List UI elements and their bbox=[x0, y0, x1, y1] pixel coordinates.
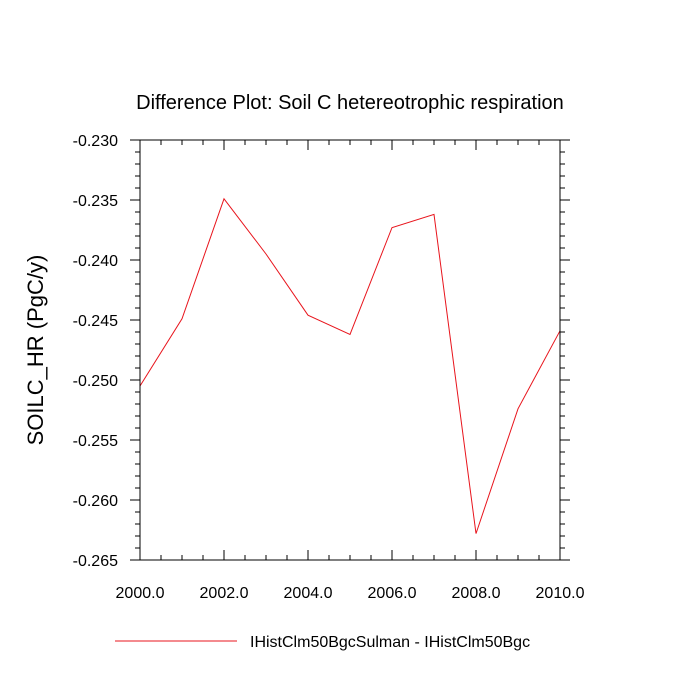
x-tick-label: 2010.0 bbox=[536, 585, 585, 602]
y-tick-labels: -0.230 -0.235 -0.240 -0.245 -0.250 -0.255 -0.2… bbox=[73, 133, 118, 570]
series-group bbox=[139, 197, 561, 534]
y-tick-label: -0.245 bbox=[73, 313, 118, 330]
series-line bbox=[139, 197, 561, 534]
y-tick-label: -0.250 bbox=[73, 373, 118, 390]
minor-ticks bbox=[135, 139, 565, 561]
major-ticks bbox=[130, 139, 570, 561]
plot-frame bbox=[139, 139, 561, 561]
legend-label: IHistClm50BgcSulman - IHistClm50Bgc bbox=[250, 634, 530, 651]
y-tick-label: -0.230 bbox=[73, 133, 118, 150]
x-tick-label: 2000.0 bbox=[116, 585, 165, 602]
y-tick-label: -0.265 bbox=[73, 553, 118, 570]
y-tick-label: -0.255 bbox=[73, 433, 118, 450]
chart-title: Difference Plot: Soil C hetereotrophic r… bbox=[136, 92, 564, 114]
x-tick-label: 2004.0 bbox=[284, 585, 333, 602]
y-axis-label: SOILC_HR (PgC/y) bbox=[23, 255, 48, 446]
y-tick-label: -0.260 bbox=[73, 493, 118, 510]
legend: IHistClm50BgcSulman - IHistClm50Bgc bbox=[115, 634, 530, 651]
x-tick-labels: 2000.0 2002.0 2004.0 2006.0 2008.0 2010.0 bbox=[116, 585, 585, 602]
x-tick-label: 2002.0 bbox=[200, 585, 249, 602]
x-tick-label: 2008.0 bbox=[452, 585, 501, 602]
y-tick-label: -0.235 bbox=[73, 193, 118, 210]
x-tick-label: 2006.0 bbox=[368, 585, 417, 602]
y-tick-label: -0.240 bbox=[73, 253, 118, 270]
